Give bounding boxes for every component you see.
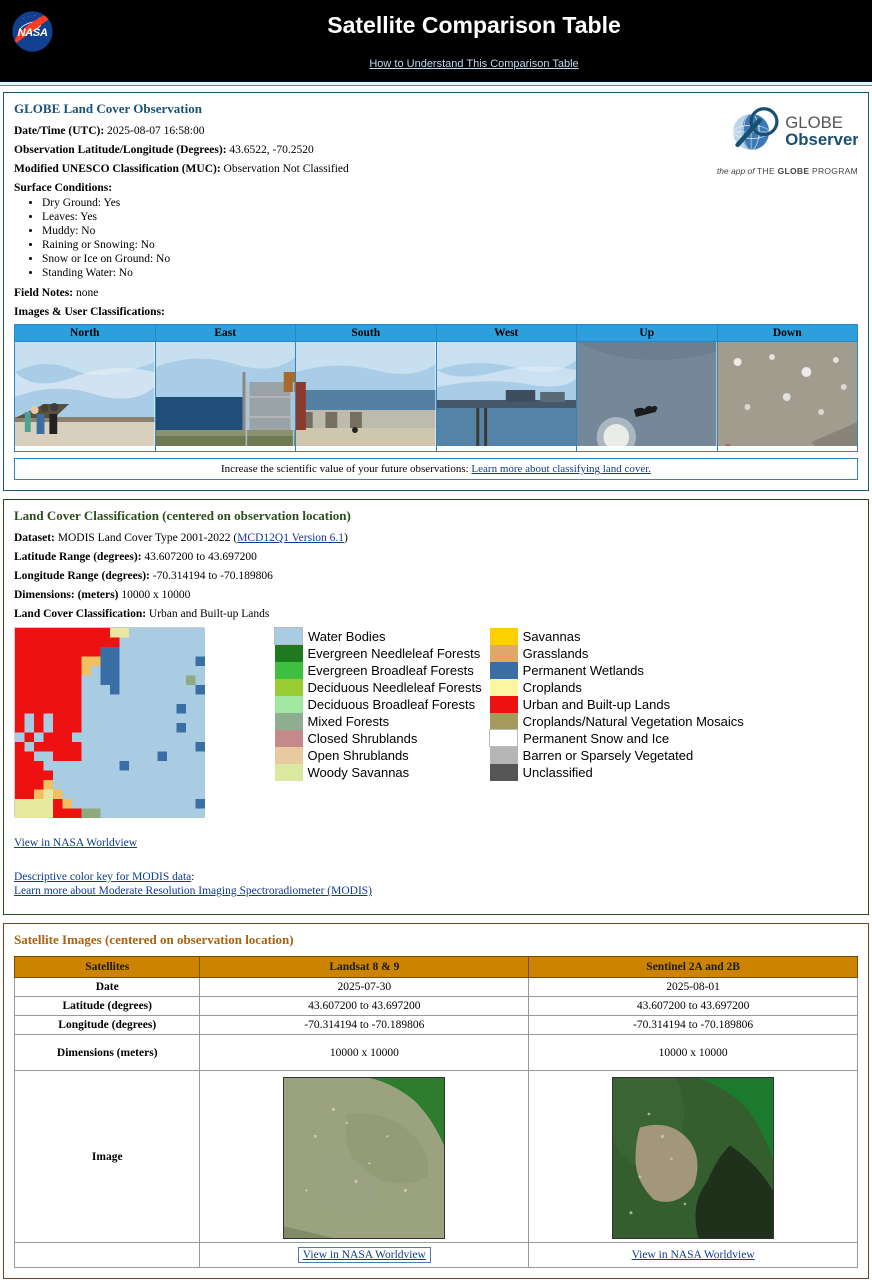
svg-text:NASA: NASA [18,27,48,39]
svg-text:Observer: Observer [785,130,858,149]
